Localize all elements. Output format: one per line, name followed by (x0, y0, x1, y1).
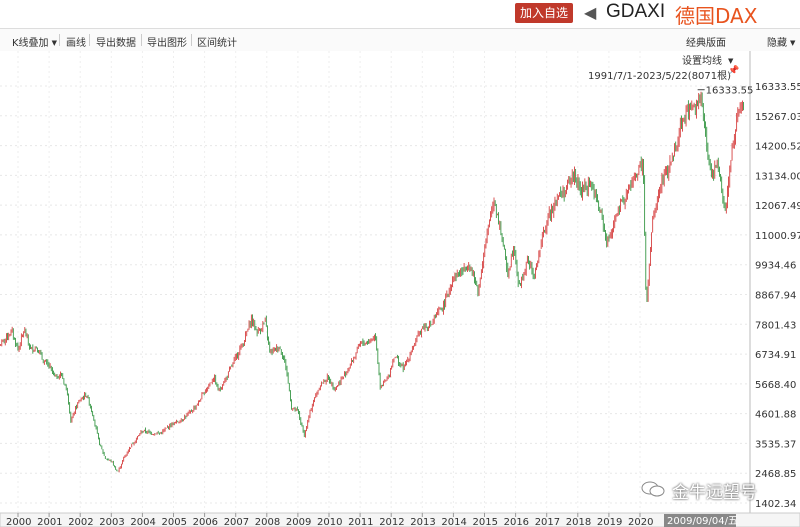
cursor-date-box (664, 514, 736, 527)
x-tick-label: 2020 (628, 517, 653, 527)
x-tick-label: 2004 (130, 517, 155, 527)
x-tick-label: 2005 (162, 517, 187, 527)
x-tick-label: 2014 (441, 517, 466, 527)
x-tick-label: 2006 (193, 517, 218, 527)
x-tick-label: 2016 (504, 517, 529, 527)
y-tick-label: 16333.55 (755, 82, 800, 93)
x-tick-label: 2015 (473, 517, 498, 527)
x-tick-label: 2011 (348, 517, 373, 527)
date-range-label: 1991/7/1-2023/5/22(8071根) (588, 71, 732, 82)
wechat-icon (641, 481, 665, 497)
x-tick-label: 2001 (37, 517, 62, 527)
hide-label: 隐藏 (767, 38, 787, 49)
chevron-down-icon: ▼ (51, 39, 57, 47)
watermark-text: 金牛远望号 (672, 483, 757, 503)
x-tick-label: 2003 (99, 517, 124, 527)
y-tick-label: 15267.03 (755, 112, 800, 123)
x-tick-label: 2012 (379, 517, 404, 527)
chart-toolbar: K线叠加 ▼ 画线 导出数据 导出图形 区间统计 经典版面 隐藏 ▼ (0, 28, 800, 52)
draw-line-button[interactable]: 画线 (66, 38, 86, 49)
y-tick-label: 2468.85 (755, 469, 796, 480)
plot-background (0, 51, 800, 527)
y-tick-label: 3535.37 (755, 439, 796, 450)
pin-icon[interactable]: 📌 (728, 66, 740, 76)
x-tick-label: 2007 (224, 517, 249, 527)
x-tick-label: 2000 (6, 517, 31, 527)
ma-setting-menu[interactable]: 设置均线 ▼ (682, 52, 733, 67)
y-tick-label: 11000.97 (755, 231, 800, 242)
ma-setting-label: 设置均线 (682, 56, 722, 67)
candlestick-chart[interactable]: 16333.55 15267.03 14200.52 13134.00 12067.49… (0, 51, 800, 527)
back-arrow-icon[interactable]: ◀ (584, 3, 597, 22)
y-tick-label: 7801.43 (755, 320, 796, 331)
range-stats-button[interactable]: 区间统计 (197, 38, 237, 49)
chevron-down-icon: ▼ (790, 39, 796, 47)
classic-layout-button[interactable]: 经典版面 (686, 38, 726, 49)
export-image-button[interactable]: 导出图形 (147, 38, 187, 49)
divider (191, 34, 192, 46)
y-tick-label: 5668.40 (755, 380, 796, 391)
divider (89, 34, 90, 46)
y-tick-label: 6734.91 (755, 350, 796, 361)
kline-overlay-label: K线叠加 (12, 38, 49, 49)
x-tick-label: 2008 (255, 517, 280, 527)
x-tick-label: 2002 (68, 517, 93, 527)
export-data-button[interactable]: 导出数据 (96, 38, 136, 49)
index-name: 德国DAX (675, 4, 758, 28)
top-bar: 加入自选 ◀ GDAXI 德国DAX (0, 0, 800, 28)
chart-area[interactable]: 16333.55 15267.03 14200.52 13134.00 12067.49… (0, 51, 800, 527)
x-tick-label: 2013 (410, 517, 435, 527)
x-tick-label: 2019 (597, 517, 622, 527)
x-tick-label: 2009 (286, 517, 311, 527)
y-tick-label: 14200.52 (755, 142, 800, 153)
date-axis-strip (0, 512, 800, 527)
x-tick-label: 2010 (317, 517, 342, 527)
divider (59, 34, 60, 46)
add-watchlist-button[interactable]: 加入自选 (515, 3, 573, 23)
y-tick-label: 8867.94 (755, 291, 796, 302)
hide-toggle[interactable]: 隐藏 ▼ (767, 34, 795, 49)
y-tick-label: 9934.46 (755, 261, 796, 272)
y-tick-label: 12067.49 (755, 201, 800, 212)
cursor-date-label: 2009/09/04/五 (667, 516, 738, 527)
x-tick-label: 2017 (535, 517, 560, 527)
y-tick-label: 13134.00 (755, 171, 800, 182)
kline-overlay-menu[interactable]: K线叠加 ▼ (12, 34, 57, 49)
y-tick-label: 1402.34 (755, 499, 796, 510)
y-tick-label: 4601.88 (755, 410, 796, 421)
max-price-label: 16333.55 (706, 86, 754, 97)
chevron-down-icon: ▼ (728, 57, 734, 65)
x-tick-label: 2018 (566, 517, 591, 527)
symbol-code: GDAXI (606, 1, 666, 22)
divider (141, 34, 142, 46)
